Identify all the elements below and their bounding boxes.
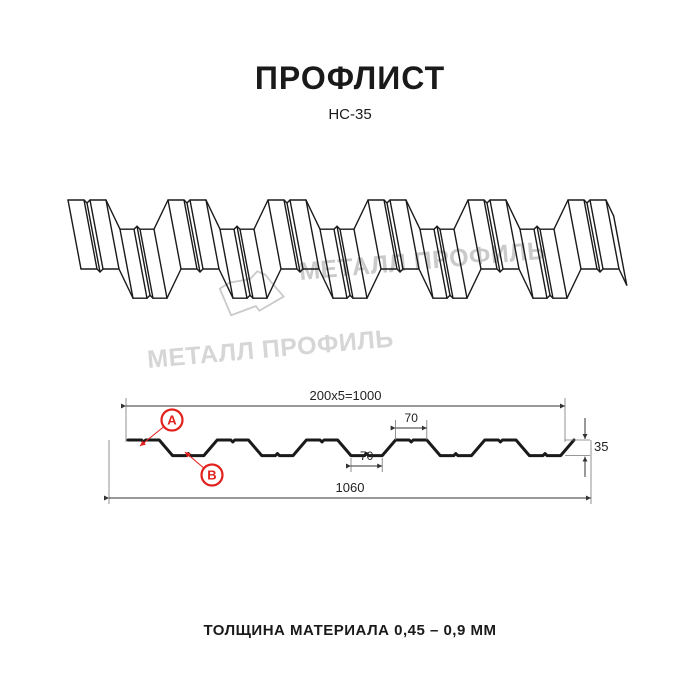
svg-text:70: 70 [405, 411, 419, 425]
svg-text:70: 70 [360, 449, 374, 463]
svg-text:A: A [167, 413, 177, 428]
svg-text:B: B [207, 468, 216, 483]
svg-text:1060: 1060 [336, 480, 365, 495]
svg-text:35: 35 [594, 439, 608, 454]
svg-text:200x5=1000: 200x5=1000 [310, 388, 382, 403]
svg-text:МЕТАЛЛ ПРОФИЛЬ: МЕТАЛЛ ПРОФИЛЬ [146, 325, 395, 374]
